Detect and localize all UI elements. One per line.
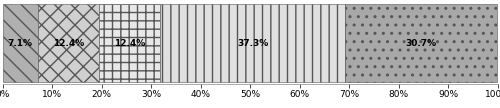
Bar [2,4,37,82]
Bar [160,4,345,82]
Bar [38,4,99,82]
Text: 30.7%: 30.7% [406,39,436,48]
Text: 37.3%: 37.3% [237,39,268,48]
Bar [99,4,160,82]
Bar [345,4,497,82]
Text: 12.4%: 12.4% [52,39,84,48]
Text: 12.4%: 12.4% [114,39,146,48]
Text: 7.1%: 7.1% [8,39,32,48]
